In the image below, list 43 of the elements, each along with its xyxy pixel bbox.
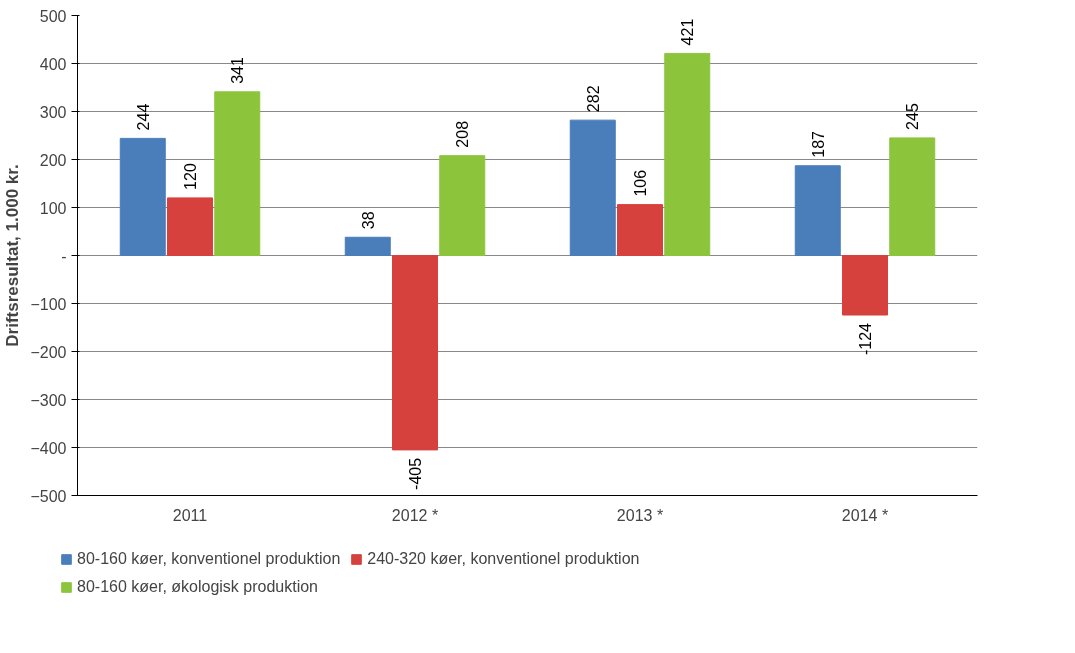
y-tick-label: 100: [39, 199, 67, 217]
bar: [439, 155, 486, 256]
bar: [569, 119, 616, 256]
y-tick-label: −400: [30, 439, 67, 457]
x-tick-label: 2011: [172, 506, 208, 524]
y-tick-label: 500: [39, 7, 67, 25]
data-label: -124: [857, 322, 874, 356]
bar: [344, 236, 391, 256]
bar: [119, 137, 166, 256]
x-tick-label: 2013 *: [616, 506, 664, 524]
data-label: -405: [407, 457, 424, 490]
data-label: 282: [584, 85, 602, 113]
bar: [167, 197, 213, 256]
y-tick-label: 300: [39, 103, 67, 121]
bar: [794, 165, 841, 256]
bar: [889, 137, 936, 256]
legend-label: 240-320 køer, konventionel produktion: [367, 550, 640, 568]
data-label: 120: [182, 163, 199, 190]
data-label: 245: [904, 103, 922, 130]
data-label: 106: [632, 169, 649, 197]
data-label: 421: [679, 18, 697, 46]
x-tick-label: 2012 *: [391, 506, 439, 524]
y-tick-label: −100: [30, 295, 67, 313]
y-tick-label: −500: [30, 487, 67, 505]
data-label: 341: [229, 57, 247, 84]
data-label: 208: [454, 120, 472, 148]
bar: [664, 52, 711, 256]
bar: [392, 255, 438, 451]
y-axis-title: Driftsresultat, 1.000 kr.: [3, 164, 23, 347]
data-label: 38: [359, 211, 377, 230]
y-tick-label: −300: [30, 391, 67, 409]
bar: [214, 91, 261, 256]
data-label: 187: [809, 130, 827, 158]
y-tick-label: 200: [39, 151, 67, 169]
y-tick-label: -: [61, 247, 67, 265]
data-label: 244: [134, 103, 152, 131]
y-tick-label: 400: [39, 55, 67, 73]
legend-label: 80-160 køer, økologisk produktion: [77, 578, 319, 596]
x-tick-label: 2014 *: [841, 506, 889, 524]
legend-label: 80-160 køer, konventionel produktion: [77, 550, 341, 568]
y-tick-label: −200: [30, 343, 67, 361]
bar: [617, 204, 663, 256]
bar: [842, 255, 888, 316]
